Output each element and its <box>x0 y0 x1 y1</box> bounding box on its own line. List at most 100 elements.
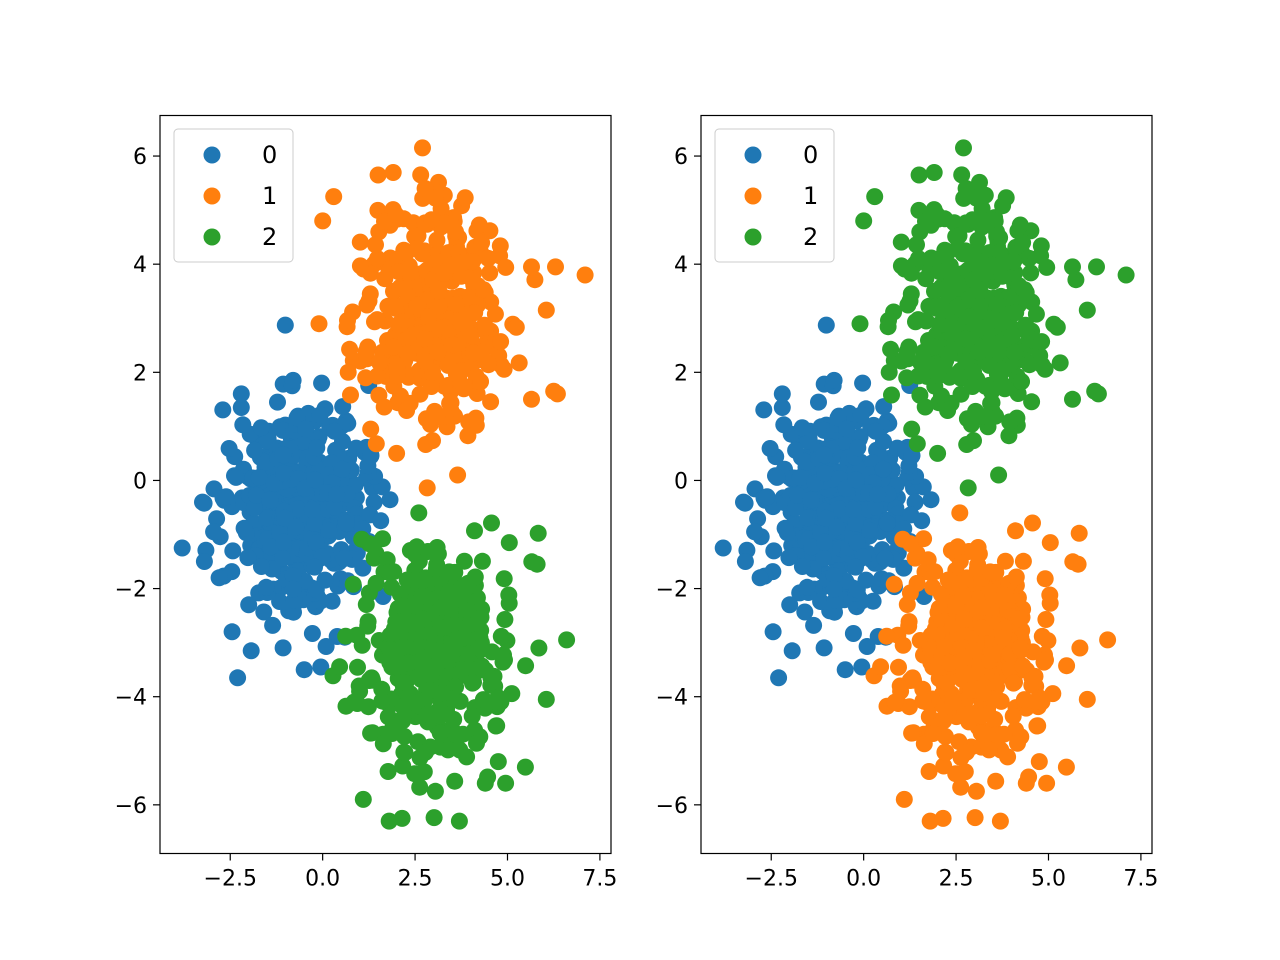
scatter-point-right-class-0 <box>849 439 867 457</box>
scatter-point-right-class-2 <box>917 270 935 288</box>
scatter-point-left-class-1 <box>341 340 359 358</box>
scatter-point-right-class-1 <box>986 710 1004 728</box>
scatter-point-right-class-2 <box>1033 356 1051 374</box>
legend-box-right <box>714 128 835 263</box>
scatter-point-left-class-2 <box>354 790 372 808</box>
scatter-point-right-class-1 <box>962 681 980 699</box>
scatter-point-left-class-0 <box>307 534 325 552</box>
scatter-point-left-class-0 <box>269 393 286 411</box>
scatter-point-left-class-1 <box>523 390 540 408</box>
scatter-point-right-class-2 <box>970 343 988 361</box>
scatter-point-right-class-0 <box>869 485 887 503</box>
scatter-point-right-class-0 <box>838 420 856 438</box>
scatter-point-right-class-0 <box>815 446 833 464</box>
scatter-point-right-class-0 <box>773 385 791 403</box>
scatter-point-left-class-2 <box>359 613 377 631</box>
scatter-point-right-class-2 <box>908 435 926 453</box>
scatter-point-left-class-1 <box>358 296 376 314</box>
scatter-point-left-class-2 <box>495 570 513 588</box>
scatter-point-left-class-1 <box>482 393 500 411</box>
scatter-point-left-class-0 <box>333 460 351 478</box>
scatter-point-right-class-0 <box>836 661 854 679</box>
scatter-point-right-class-2 <box>1007 304 1025 322</box>
scatter-point-left-class-2 <box>400 654 418 672</box>
scatter-point-left-class-1 <box>428 231 446 249</box>
legend-left: 0 1 2 <box>173 128 294 263</box>
scatter-point-left-class-2 <box>453 629 471 647</box>
scatter-point-left-class-2 <box>492 627 510 645</box>
scatter-point-left-class-2 <box>558 631 576 649</box>
y-axis-right: −6 −4 −2 0 2 4 6 <box>656 145 701 819</box>
scatter-point-right-class-1 <box>1069 555 1087 573</box>
scatter-point-left-class-1 <box>436 377 453 395</box>
scatter-point-right-class-2 <box>898 343 916 361</box>
scatter-point-right-class-2 <box>1006 344 1024 362</box>
scatter-point-left-class-1 <box>459 427 477 445</box>
scatter-point-right-class-2 <box>977 377 994 395</box>
scatter-point-left-class-1 <box>389 263 407 281</box>
scatter-point-right-class-2 <box>936 280 954 298</box>
scatter-point-right-class-2 <box>949 227 967 245</box>
scatter-point-right-class-1 <box>947 597 965 615</box>
scatter-point-right-class-1 <box>890 658 907 676</box>
scatter-point-right-class-0 <box>749 510 767 528</box>
scatter-point-right-class-2 <box>851 315 869 333</box>
scatter-point-left-class-1 <box>475 281 493 299</box>
scatter-point-left-class-0 <box>313 374 331 392</box>
x-tick-label: −2.5 <box>204 867 257 892</box>
scatter-point-left-class-1 <box>455 253 473 271</box>
x-tick-label: 7.5 <box>582 867 617 892</box>
scatter-point-right-class-1 <box>1004 707 1022 725</box>
scatter-point-left-class-0 <box>275 464 293 482</box>
scatter-point-left-class-2 <box>353 530 371 548</box>
scatter-point-right-class-1 <box>967 782 985 800</box>
scatter-point-left-class-1 <box>388 359 406 376</box>
legend-box-left <box>173 128 294 263</box>
scatter-point-right-class-2 <box>1064 390 1081 408</box>
scatter-point-right-class-2 <box>959 479 977 497</box>
scatter-point-right-class-0 <box>816 464 834 482</box>
scatter-point-left-class-0 <box>256 453 274 471</box>
scatter-point-left-class-1 <box>462 327 480 345</box>
scatter-point-left-class-0 <box>276 509 294 527</box>
scatter-point-left-class-0 <box>274 446 292 464</box>
scatter-point-right-class-2 <box>1003 327 1021 345</box>
scatter-point-right-class-1 <box>975 684 993 702</box>
scatter-point-left-class-0 <box>297 420 315 438</box>
scatter-point-right-class-1 <box>895 790 913 808</box>
scatter-point-left-class-1 <box>414 139 431 157</box>
scatter-point-right-class-1 <box>999 748 1017 766</box>
scatter-point-right-class-0 <box>764 623 782 641</box>
scatter-point-left-class-0 <box>317 638 335 655</box>
scatter-point-right-class-1 <box>965 641 983 659</box>
scatter-point-left-class-1 <box>367 236 384 254</box>
scatter-point-left-class-1 <box>387 205 404 223</box>
scatter-point-left-class-1 <box>420 308 438 326</box>
x-axis-right: −2.5 0.0 2.5 5.0 7.5 <box>745 853 1158 892</box>
scatter-point-left-class-0 <box>232 399 250 416</box>
scatter-point-left-class-2 <box>460 660 478 678</box>
scatter-point-left-class-2 <box>397 674 415 692</box>
scatter-point-right-class-1 <box>1057 758 1075 776</box>
scatter-point-left-class-1 <box>429 343 447 361</box>
scatter-point-right-class-2 <box>883 386 900 404</box>
scatter-point-left-class-2 <box>367 574 385 592</box>
scatter-point-left-class-0 <box>325 498 343 516</box>
scatter-point-right-class-0 <box>844 625 862 642</box>
scatter-point-left-class-2 <box>442 646 460 664</box>
scatter-point-left-class-2 <box>454 586 472 604</box>
scatter-point-right-class-0 <box>825 567 843 585</box>
scatter-point-right-class-2 <box>1020 356 1038 374</box>
scatter-point-right-class-0 <box>814 549 832 567</box>
scatter-point-right-class-0 <box>758 488 776 506</box>
scatter-point-left-class-1 <box>368 311 386 329</box>
scatter-point-left-class-1 <box>375 398 393 416</box>
scatter-point-right-class-1 <box>1070 524 1088 542</box>
scatter-point-left-class-2 <box>410 504 428 522</box>
scatter-point-left-class-1 <box>412 166 430 184</box>
scatter-point-right-class-0 <box>788 486 806 504</box>
legend-label-2-left: 2 <box>262 223 277 251</box>
scatter-point-left-class-0 <box>214 401 232 419</box>
scatter-point-right-class-1 <box>885 575 903 593</box>
scatter-point-right-class-2 <box>939 402 957 419</box>
